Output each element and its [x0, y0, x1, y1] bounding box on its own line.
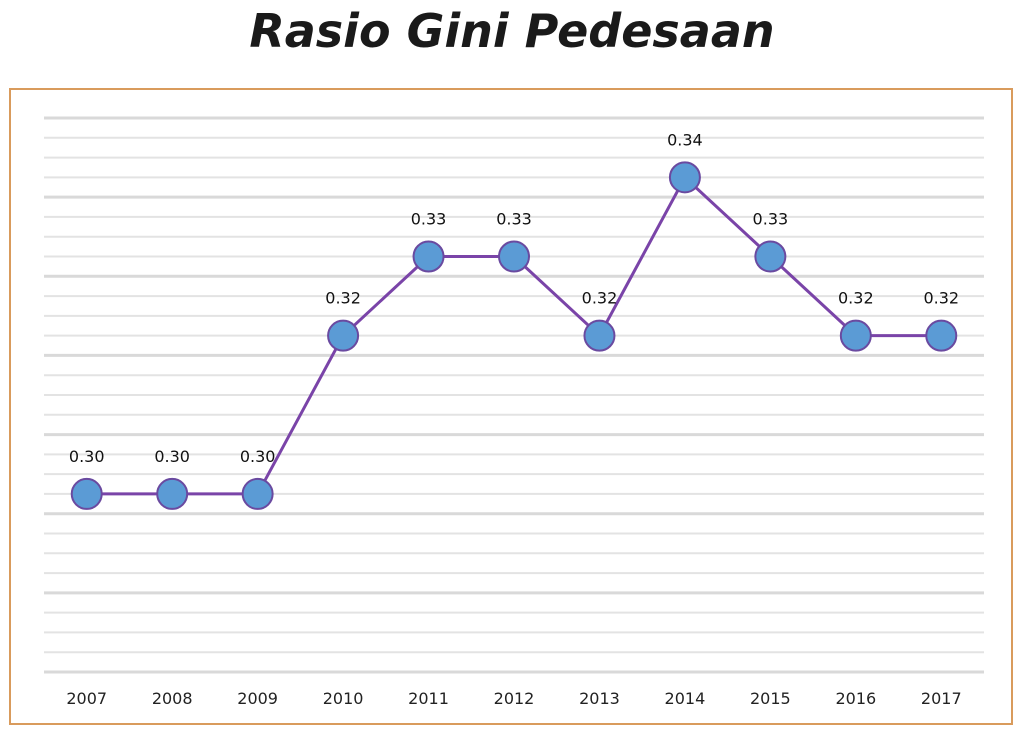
data-label: 0.32 [325, 289, 361, 308]
data-point [839, 319, 872, 352]
data-label: 0.33 [753, 210, 789, 229]
data-point [668, 161, 701, 194]
gridlines [44, 116, 984, 674]
x-tick-label: 2008 [152, 689, 193, 708]
data-label: 0.33 [411, 210, 447, 229]
data-label: 0.32 [838, 289, 874, 308]
x-tick-label: 2011 [408, 689, 449, 708]
x-tick-label: 2012 [494, 689, 535, 708]
x-tick-label: 2013 [579, 689, 620, 708]
data-label: 0.30 [240, 447, 276, 466]
data-point [156, 477, 189, 510]
x-tick-label: 2014 [665, 689, 706, 708]
data-point [412, 240, 445, 273]
x-tick-label: 2015 [750, 689, 791, 708]
x-tick-label: 2010 [323, 689, 364, 708]
x-tick-label: 2009 [237, 689, 278, 708]
data-point [925, 319, 958, 352]
chart-frame: 2007 2008 2009 2010 2011 2012 2013 2014 2015 2016… [9, 88, 1013, 725]
x-axis: 2007 2008 2009 2010 2011 2012 2013 2014 2015 2016… [66, 689, 961, 708]
data-point [498, 240, 530, 273]
data-label: 0.30 [154, 447, 190, 466]
data-point [70, 477, 103, 510]
data-label: 0.32 [923, 289, 959, 308]
x-tick-label: 2007 [66, 689, 107, 708]
data-label: 0.32 [582, 289, 618, 308]
chart-title: Rasio Gini Pedesaan [249, 4, 775, 58]
x-tick-label: 2016 [835, 689, 876, 708]
line-chart: 2007 2008 2009 2010 2011 2012 2013 2014 2015 2016… [44, 116, 984, 708]
data-label: 0.33 [496, 210, 532, 229]
data-point [327, 319, 360, 352]
data-point [754, 240, 787, 273]
x-tick-label: 2017 [921, 689, 962, 708]
data-label: 0.30 [69, 447, 105, 466]
data-point [583, 319, 616, 352]
data-point [241, 477, 274, 510]
data-label: 0.34 [667, 130, 703, 149]
